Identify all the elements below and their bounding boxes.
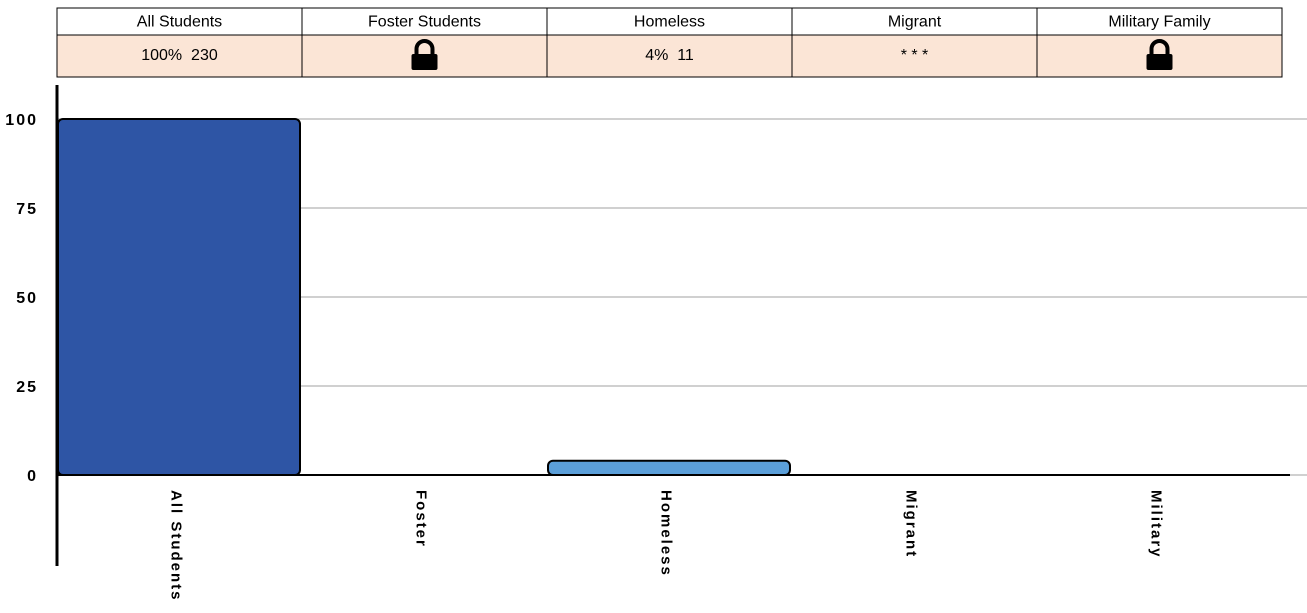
header-text: Military Family	[1108, 14, 1210, 31]
lock-icon	[1146, 39, 1173, 70]
value-text: * * *	[901, 47, 929, 64]
value-cell	[56, 34, 303, 78]
x-tick-label: Migrant	[903, 490, 920, 558]
x-tick-label: Foster	[413, 490, 430, 548]
y-tick-label: 100	[5, 112, 38, 129]
lock-body	[411, 54, 438, 70]
header-text: Homeless	[634, 14, 705, 31]
value-text: 100% 230	[141, 47, 218, 64]
lock-shackle	[414, 39, 435, 55]
header-text: All Students	[137, 14, 222, 31]
y-tick-label: 75	[16, 201, 38, 218]
bar	[547, 459, 791, 477]
lock-icon	[411, 39, 438, 70]
bar	[57, 118, 301, 476]
x-tick-label: Homeless	[658, 490, 675, 577]
y-tick-label: 0	[27, 468, 38, 485]
value-cell	[546, 34, 793, 78]
header-text: Foster Students	[368, 14, 481, 31]
header-cell	[546, 7, 793, 36]
lock-shackle	[1149, 39, 1170, 55]
y-tick-label: 50	[16, 290, 38, 307]
header-cell	[301, 7, 548, 36]
lock-body	[1146, 54, 1173, 70]
value-text: 4% 11	[645, 47, 694, 64]
x-tick-label: Military	[1148, 490, 1165, 559]
header-text: Migrant	[888, 14, 942, 31]
header-cell	[1036, 7, 1283, 36]
header-cell	[791, 7, 1038, 36]
y-tick-label: 25	[16, 379, 38, 396]
header-cell	[56, 7, 303, 36]
x-tick-label: All Students	[168, 490, 185, 602]
